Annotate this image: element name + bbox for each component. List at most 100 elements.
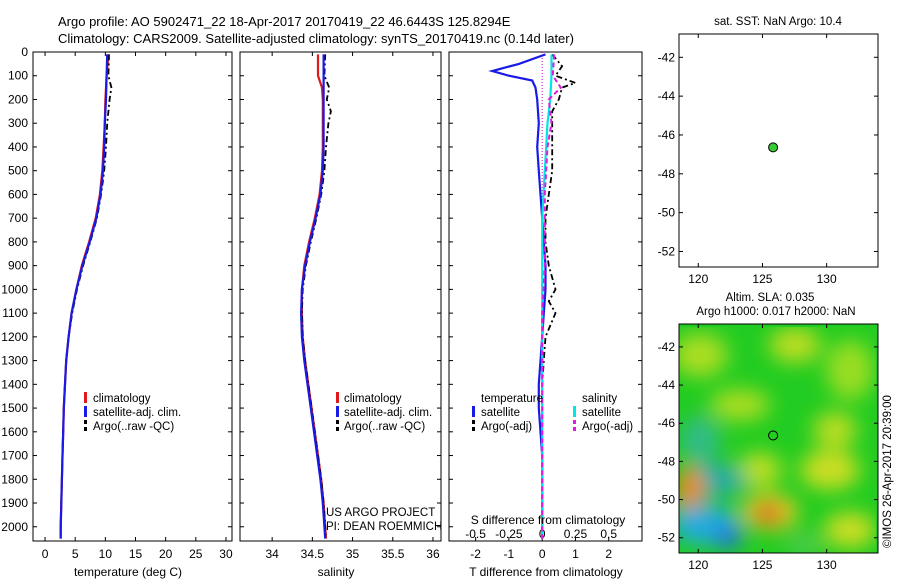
depth-tick-label: 900 xyxy=(8,259,28,273)
figure-title-line2: Climatology: CARS2009. Satellite-adjuste… xyxy=(58,31,574,46)
lat-tick-label: -42 xyxy=(658,340,676,354)
sal-satellite-line xyxy=(299,54,327,539)
temperature-tick-label: 20 xyxy=(159,547,173,561)
pi-credit: PI: DEAN ROEMMICH xyxy=(326,521,442,533)
legend-swatch-argo-2 xyxy=(336,427,339,431)
legend-swatch-argo-1 xyxy=(84,420,87,424)
anomaly-patch xyxy=(679,466,704,514)
legend-swatch-s-argo-1 xyxy=(573,420,576,424)
lat-tick-label: -44 xyxy=(658,378,676,392)
salinity-tick-label: 34 xyxy=(265,547,279,561)
salinity-tick-label: 35.5 xyxy=(381,547,405,561)
t-diff-tick-label: 0 xyxy=(539,547,546,561)
s-diff-tick-label: 0.5 xyxy=(600,527,617,541)
s-difference-axis-label: S difference from climatology xyxy=(471,513,626,527)
sla-anomaly-field xyxy=(679,327,876,553)
salinity-tick-label: 34.5 xyxy=(301,547,325,561)
t-diff-argo-line xyxy=(541,53,579,539)
temperature-tick-label: 30 xyxy=(219,547,233,561)
lon-tick-label: 120 xyxy=(688,272,708,286)
depth-tick-label: 1700 xyxy=(1,449,28,463)
t-diff-tick-label: -2 xyxy=(470,547,481,561)
legend-swatch-argo-2 xyxy=(84,427,87,431)
depth-tick-label: 300 xyxy=(8,116,28,130)
depth-axis: 0 100 200 300 400 500 600 700 800 900 1000 1100 1200… xyxy=(1,45,232,534)
legend-label-s-argo: Argo(-adj) xyxy=(582,421,633,433)
legend-label-satellite: satellite-adj. clim. xyxy=(93,407,181,419)
anomaly-patch xyxy=(754,505,782,523)
salinity-legend: climatology satellite-adj. clim. Argo(..… xyxy=(336,392,432,433)
anomaly-patch xyxy=(787,535,823,553)
t-diff-tick-label: -1 xyxy=(504,547,515,561)
lat-tick-label: -52 xyxy=(658,244,676,258)
depth-tick-label: 1400 xyxy=(1,377,28,391)
lon-tick-label: 130 xyxy=(817,272,837,286)
temperature-tick-label: 15 xyxy=(129,547,143,561)
legend-label-t-argo: Argo(-adj) xyxy=(481,421,532,433)
difference-legend: temperature satellite Argo(-adj) salinit… xyxy=(472,393,633,433)
sst-map-frame xyxy=(678,33,879,268)
lat-tick-label: -50 xyxy=(658,206,676,220)
temperature-tick-label: 25 xyxy=(189,547,203,561)
anomaly-patch xyxy=(769,327,821,363)
lon-tick-label: 120 xyxy=(688,558,708,572)
s-difference-x-axis: -0.5 -0.25 0 0.25 0.5 xyxy=(465,527,617,541)
sla-map-frame xyxy=(678,323,879,554)
sla-map-panel: Altim. SLA: 0.035 Argo h1000: 0.017 h200… xyxy=(658,292,879,572)
depth-tick-label: 1500 xyxy=(1,401,28,415)
t-difference-axis-label: T difference from climatology xyxy=(469,565,623,579)
lon-tick-label: 130 xyxy=(817,558,837,572)
legend-swatch-t-argo-2 xyxy=(472,427,475,431)
legend-swatch-s-satellite xyxy=(573,406,576,417)
s-diff-tick-label: 0.25 xyxy=(564,527,588,541)
depth-tick-label: 1000 xyxy=(1,282,28,296)
depth-tick-label: 400 xyxy=(8,140,28,154)
anomaly-patch xyxy=(824,512,876,548)
salinity-plot-frame xyxy=(239,51,442,542)
salinity-tick-label: 36 xyxy=(426,547,440,561)
anomaly-patch xyxy=(680,416,720,464)
legend-swatch-satellite xyxy=(336,406,339,417)
anomaly-patch xyxy=(800,450,860,490)
temperature-legend: climatology satellite-adj. clim. Argo(..… xyxy=(84,392,181,433)
temperature-x-axis: 0 5 10 15 20 25 30 xyxy=(42,52,233,561)
difference-series xyxy=(488,53,579,539)
depth-tick-label: 1600 xyxy=(1,425,28,439)
s-diff-satellite-line xyxy=(541,54,553,539)
depth-tick-label: 1300 xyxy=(1,354,28,368)
lat-tick-label: -48 xyxy=(658,167,676,181)
sla-map-title-line2: Argo h1000: 0.017 h2000: NaN xyxy=(696,306,855,318)
legend-title-temperature: temperature xyxy=(481,393,543,405)
float-location-marker xyxy=(768,142,779,153)
salinity-axis-label: salinity xyxy=(318,565,355,579)
sst-map-markers xyxy=(768,142,779,153)
temp-satellite-line xyxy=(59,54,109,539)
anomaly-patch xyxy=(826,340,874,400)
anomaly-patch xyxy=(714,528,742,548)
sst-map-panel: sat. SST: NaN Argo: 10.4 120 125 130 -42 -44… xyxy=(658,16,879,286)
legend-label-s-satellite: satellite xyxy=(582,407,621,419)
s-diff-argo-line xyxy=(541,54,563,539)
temperature-tick-label: 0 xyxy=(42,547,49,561)
temperature-axis-label: temperature (deg C) xyxy=(74,565,182,579)
lat-tick-label: -46 xyxy=(658,128,676,142)
depth-tick-label: 500 xyxy=(8,164,28,178)
lon-tick-label: 125 xyxy=(752,558,772,572)
temperature-tick-label: 10 xyxy=(99,547,113,561)
figure-title-line1: Argo profile: AO 5902471_22 18-Apr-2017 … xyxy=(58,14,511,29)
sla-map-axes: 120 125 130 -42 -44 -46 -48 -50 -52 xyxy=(658,324,878,572)
lat-tick-label: -52 xyxy=(658,531,676,545)
legend-label-argo: Argo(..raw -QC) xyxy=(93,421,174,433)
depth-tick-label: 1200 xyxy=(1,330,28,344)
temperature-panel: 0100200300400500600700800900100011001200… xyxy=(1,45,233,579)
temperature-plot-frame xyxy=(32,51,233,542)
depth-tick-label: 1900 xyxy=(1,496,28,510)
anomaly-patch xyxy=(813,412,857,448)
depth-tick-label: 600 xyxy=(8,187,28,201)
t-diff-tick-label: 1 xyxy=(572,547,579,561)
legend-swatch-climatology xyxy=(84,392,87,403)
lat-tick-label: -48 xyxy=(658,454,676,468)
salinity-x-axis: 34 34.5 35 35.5 36 xyxy=(240,51,441,561)
anomaly-patch xyxy=(710,389,770,421)
depth-tick-label: 2000 xyxy=(1,520,28,534)
